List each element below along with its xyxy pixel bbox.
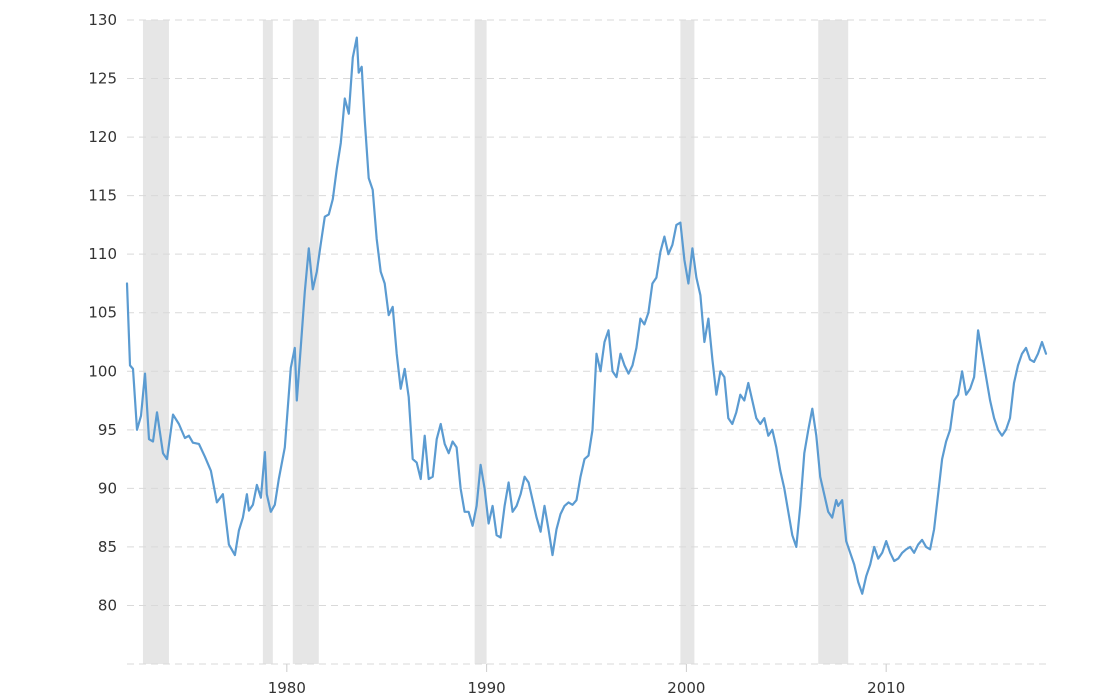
- x-axis-tick-labels: 1980 1990 2000 2010: [268, 664, 905, 697]
- x-tick-label: 1990: [468, 679, 506, 697]
- x-tick-label: 2010: [867, 679, 905, 697]
- y-tick-label: 95: [98, 421, 117, 439]
- y-tick-label: 110: [88, 245, 117, 263]
- x-tick-label: 1980: [268, 679, 306, 697]
- recession-band: [818, 20, 849, 664]
- y-tick-label: 115: [88, 187, 117, 205]
- recession-band: [474, 20, 487, 664]
- y-tick-label: 105: [88, 304, 117, 322]
- y-tick-label: 80: [98, 596, 117, 614]
- y-gridlines: [127, 19, 1048, 665]
- y-tick-label: 85: [98, 538, 117, 556]
- series-path: [125, 36, 1048, 595]
- y-tick-label: 90: [98, 479, 117, 497]
- recession-band: [262, 20, 273, 664]
- recession-band: [292, 20, 319, 664]
- recession-band: [680, 20, 695, 664]
- x-tick-label: 2000: [667, 679, 705, 697]
- y-tick-label: 130: [88, 11, 117, 29]
- y-tick-label: 125: [88, 70, 117, 88]
- recession-bands: [142, 20, 849, 664]
- series-line: [125, 36, 1048, 595]
- recession-band: [142, 20, 169, 664]
- y-tick-label: 120: [88, 128, 117, 146]
- y-axis-tick-labels: 80 85 90 95 100 105 110 115 120 125 130: [88, 11, 117, 614]
- y-tick-label: 100: [88, 362, 117, 380]
